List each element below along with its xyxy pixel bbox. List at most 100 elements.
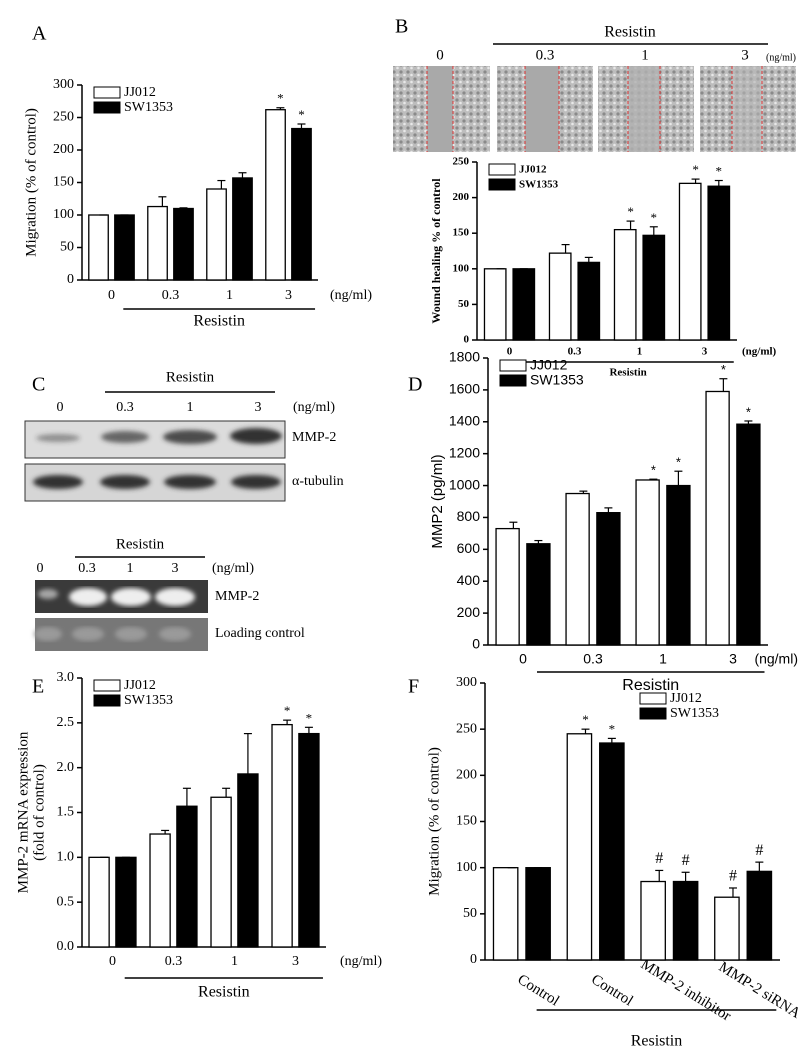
y-tick-label: 200 [456,768,477,783]
y-tick-label: 150 [453,227,470,239]
group-label: Resistin [193,313,245,330]
image-label: 0.3 [536,47,555,63]
panel-label: E [32,676,44,698]
significance-mark: # [755,842,763,859]
y-tick-label: 300 [53,77,74,92]
x-tick-label: Control [588,972,635,1010]
y-tick-label: 3.0 [57,670,75,685]
lane-label: 0 [57,400,64,415]
y-axis-label: Wound healing % of control [429,178,443,324]
group-label: Resistin [604,24,656,41]
legend-label: JJ012 [519,164,547,176]
y-axis-label: (fold of control) [31,764,47,861]
y-tick-label: 0 [472,636,480,652]
chart: 0 50 100 150 200 250 300 Migration (% of contro… [426,675,800,1049]
y-tick-label: 150 [53,175,74,190]
significance-mark: # [682,852,690,869]
bands [34,627,191,641]
x-tick-label: 1 [231,954,238,969]
legend-label: SW1353 [670,706,719,721]
legend-swatch [488,178,516,191]
bar [707,185,731,341]
lane-label: 3 [172,561,179,576]
bar [640,880,666,961]
y-tick-label: 1000 [449,476,480,492]
y-tick-label: 600 [457,540,481,556]
wound-images: Resistin 0 0.3 1 3 (ng/ml) [393,24,796,152]
legend-swatch [499,359,527,372]
panel-label: B [395,16,408,38]
group-label: Resistin [609,367,646,379]
bar [635,479,660,646]
group-label: Resistin [116,536,165,552]
y-tick-label: 300 [456,675,477,690]
y-axis-label: MMP2 (pg/ml) [429,454,446,548]
bar [271,723,293,948]
panel-label: C [32,374,45,396]
bar [599,742,625,961]
y-tick-label: 200 [453,191,470,203]
bar [115,856,137,948]
x-tick-label: 1 [659,651,667,667]
y-tick-label: 0.5 [57,894,75,909]
x-tick-label: 0.3 [568,346,582,358]
y-tick-label: 100 [456,860,477,875]
x-tick-label: 3 [292,954,299,969]
x-tick-label: 0 [109,954,116,969]
x-tick-label: 0 [519,651,527,667]
bar [548,252,572,341]
significance-mark: * [676,455,681,470]
significance-mark: * [746,404,751,419]
group-label: Resistin [631,1033,683,1050]
legend-swatch [93,694,121,707]
bar [265,109,286,281]
bar [714,896,740,961]
y-axis-label: Migration (% of control) [23,108,39,257]
y-tick-label: 250 [453,156,470,168]
significance-mark: * [651,463,656,478]
legend-label: SW1353 [519,179,559,191]
x-tick-label: 1 [637,346,643,358]
image-label: 0 [436,47,444,63]
x-tick-label: Control [514,972,561,1010]
panel-label: A [32,23,47,45]
bar [705,390,730,646]
wound [628,66,660,152]
bar [149,833,171,948]
lane-label: 1 [187,400,194,415]
chart: 0.0 0.5 1.0 1.5 2.0 2.5 3.0 MMP-2 mRNA expressi… [15,670,382,1000]
y-tick-label: 1200 [449,444,480,460]
x-tick-label: 0.3 [583,651,603,667]
band-label: MMP-2 [292,430,336,445]
chart: 0 200 400 600 800 1000 1200 1400 1600 1800 MMP2 (p… [429,349,798,695]
y-tick-label: 2.5 [57,715,75,730]
legend-swatch [93,101,121,114]
bands [33,428,282,489]
lane-label: 0.3 [78,561,96,576]
bar [596,512,621,646]
bar [88,856,110,948]
bar [114,214,135,281]
y-tick-label: 50 [60,240,74,255]
bar [672,880,699,961]
western-blot: Resistin 0 0.3 1 3 (ng/ml) MMP-2 α-tubul… [24,369,344,651]
legend-swatch [639,707,667,720]
bar [291,127,312,281]
unit-label: (ng/ml) [340,954,382,969]
legend-label: JJ012 [124,85,156,100]
legend-label: JJ012 [530,357,568,373]
y-tick-label: 0 [464,334,470,346]
bar [525,867,551,961]
bar [666,484,691,646]
bar [613,228,637,341]
bar [565,492,590,646]
unit-label: (ng/ml) [293,400,335,415]
bar [147,205,168,281]
image-label: 3 [741,47,749,63]
legend-label: SW1353 [124,693,173,708]
bar [642,234,666,341]
x-tick-label: 1 [226,288,233,303]
significance-mark: * [284,703,291,718]
lane-label: 0 [37,561,44,576]
panel-label: D [408,374,422,396]
